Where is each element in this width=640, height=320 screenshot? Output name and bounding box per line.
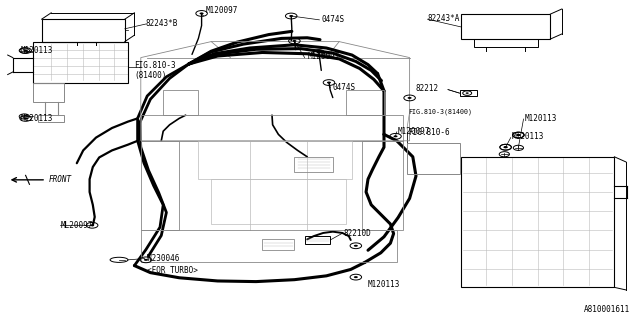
Circle shape <box>516 134 520 136</box>
Text: <FOR TURBO>: <FOR TURBO> <box>147 266 198 275</box>
Text: W230046: W230046 <box>147 254 180 263</box>
Text: M120113: M120113 <box>525 114 557 123</box>
Circle shape <box>516 134 520 136</box>
Text: 82243*A: 82243*A <box>428 14 460 23</box>
Circle shape <box>24 117 28 119</box>
Circle shape <box>504 146 508 148</box>
Text: FRONT: FRONT <box>49 175 72 184</box>
Text: M120113: M120113 <box>512 132 545 141</box>
Circle shape <box>327 82 331 84</box>
Text: M120113: M120113 <box>367 280 400 289</box>
Text: M120113: M120113 <box>20 114 53 123</box>
Circle shape <box>289 15 293 17</box>
Circle shape <box>354 276 358 278</box>
Text: FIG.810-6: FIG.810-6 <box>408 128 450 137</box>
Circle shape <box>292 40 296 42</box>
Text: FIG.810-3(81400): FIG.810-3(81400) <box>408 109 472 115</box>
Text: M120097: M120097 <box>206 6 239 15</box>
Text: M120097: M120097 <box>307 52 340 61</box>
Text: M120097: M120097 <box>398 127 431 136</box>
Circle shape <box>394 135 397 137</box>
Text: 0474S: 0474S <box>321 15 344 24</box>
Text: FIG.810-3: FIG.810-3 <box>134 61 176 70</box>
Text: (81400): (81400) <box>134 71 167 80</box>
Text: A810001611: A810001611 <box>584 305 630 314</box>
Text: 0474S: 0474S <box>333 83 356 92</box>
Circle shape <box>504 146 508 148</box>
Circle shape <box>200 12 204 14</box>
Circle shape <box>317 52 321 53</box>
Circle shape <box>408 97 412 99</box>
Text: 82210D: 82210D <box>343 229 371 238</box>
Text: 82243*B: 82243*B <box>146 19 179 28</box>
Text: ML20097: ML20097 <box>60 221 93 230</box>
Circle shape <box>144 259 148 261</box>
Circle shape <box>354 245 358 247</box>
Circle shape <box>24 50 28 52</box>
Circle shape <box>90 224 94 226</box>
Text: M120113: M120113 <box>20 46 53 55</box>
Circle shape <box>466 92 468 94</box>
Text: 82212: 82212 <box>416 84 439 93</box>
